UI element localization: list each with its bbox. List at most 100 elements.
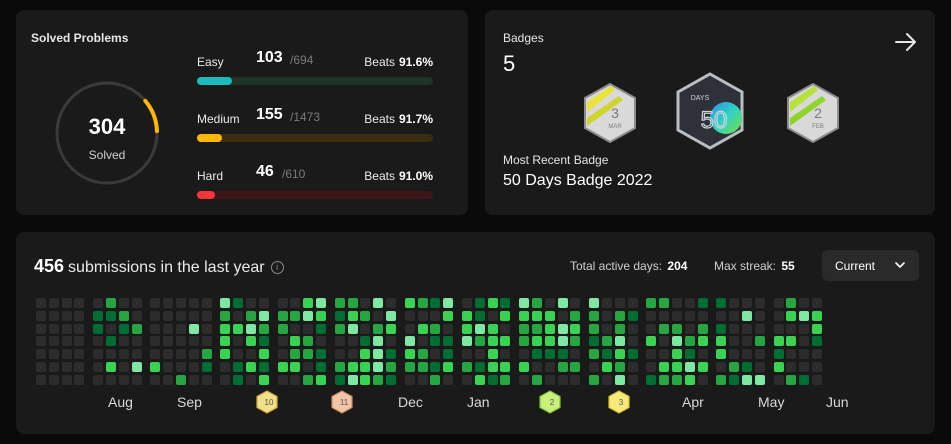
heatmap-day-cell[interactable] — [405, 374, 415, 385]
heatmap-day-cell[interactable] — [799, 323, 809, 334]
heatmap-day-cell[interactable] — [532, 298, 542, 308]
heatmap-day-cell[interactable] — [290, 323, 300, 334]
difficulty-row-easy[interactable]: Easy 103 /694 Beats 91.6% — [197, 48, 433, 88]
heatmap-day-cell[interactable] — [290, 349, 300, 360]
heatmap-day-cell[interactable] — [360, 310, 370, 321]
heatmap-day-cell[interactable] — [519, 349, 529, 360]
heatmap-day-cell[interactable] — [220, 336, 230, 347]
heatmap-day-cell[interactable] — [202, 336, 212, 347]
heatmap-day-cell[interactable] — [246, 323, 256, 334]
heatmap-day-cell[interactable] — [558, 362, 568, 372]
heatmap-day-cell[interactable] — [716, 374, 726, 385]
heatmap-day-cell[interactable] — [360, 298, 370, 308]
heatmap-day-cell[interactable] — [233, 298, 243, 308]
heatmap-day-cell[interactable] — [646, 349, 656, 360]
heatmap-day-cell[interactable] — [615, 336, 625, 347]
heatmap-day-cell[interactable] — [176, 298, 186, 308]
arrow-right-icon[interactable] — [893, 29, 919, 55]
heatmap-day-cell[interactable] — [373, 374, 383, 385]
heatmap-day-cell[interactable] — [685, 349, 695, 360]
heatmap-day-cell[interactable] — [558, 374, 568, 385]
heatmap-day-cell[interactable] — [220, 298, 230, 308]
heatmap-day-cell[interactable] — [278, 374, 288, 385]
heatmap-day-cell[interactable] — [74, 349, 84, 360]
heatmap-day-cell[interactable] — [462, 362, 472, 372]
heatmap-day-cell[interactable] — [373, 362, 383, 372]
heatmap-day-cell[interactable] — [462, 310, 472, 321]
heatmap-day-cell[interactable] — [786, 349, 796, 360]
heatmap-day-cell[interactable] — [62, 349, 72, 360]
heatmap-day-cell[interactable] — [335, 374, 345, 385]
heatmap-day-cell[interactable] — [774, 298, 784, 308]
heatmap-day-cell[interactable] — [360, 362, 370, 372]
heatmap-day-cell[interactable] — [119, 349, 129, 360]
heatmap-day-cell[interactable] — [475, 374, 485, 385]
heatmap-day-cell[interactable] — [646, 298, 656, 308]
heatmap-day-cell[interactable] — [716, 310, 726, 321]
heatmap-day-cell[interactable] — [106, 362, 116, 372]
heatmap-day-cell[interactable] — [685, 298, 695, 308]
heatmap-day-cell[interactable] — [742, 349, 752, 360]
heatmap-day-cell[interactable] — [106, 310, 116, 321]
heatmap-day-cell[interactable] — [106, 336, 116, 347]
monthly-badge-icon[interactable]: 11 — [331, 390, 353, 419]
heatmap-day-cell[interactable] — [259, 336, 269, 347]
heatmap-day-cell[interactable] — [659, 323, 669, 334]
heatmap-day-cell[interactable] — [500, 298, 510, 308]
heatmap-day-cell[interactable] — [303, 349, 313, 360]
heatmap-day-cell[interactable] — [532, 362, 542, 372]
heatmap-day-cell[interactable] — [602, 336, 612, 347]
heatmap-day-cell[interactable] — [246, 310, 256, 321]
heatmap-day-cell[interactable] — [220, 349, 230, 360]
heatmap-day-cell[interactable] — [278, 362, 288, 372]
heatmap-day-cell[interactable] — [799, 374, 809, 385]
heatmap-day-cell[interactable] — [672, 336, 682, 347]
monthly-badge-icon[interactable]: 10 — [256, 390, 278, 419]
heatmap-day-cell[interactable] — [220, 374, 230, 385]
heatmap-day-cell[interactable] — [316, 374, 326, 385]
heatmap-day-cell[interactable] — [106, 374, 116, 385]
heatmap-day-cell[interactable] — [150, 336, 160, 347]
heatmap-day-cell[interactable] — [259, 374, 269, 385]
heatmap-day-cell[interactable] — [163, 310, 173, 321]
heatmap-day-cell[interactable] — [430, 323, 440, 334]
heatmap-day-cell[interactable] — [786, 374, 796, 385]
heatmap-day-cell[interactable] — [475, 298, 485, 308]
heatmap-day-cell[interactable] — [405, 323, 415, 334]
heatmap-day-cell[interactable] — [335, 362, 345, 372]
heatmap-day-cell[interactable] — [360, 374, 370, 385]
heatmap-day-cell[interactable] — [488, 349, 498, 360]
heatmap-day-cell[interactable] — [570, 374, 580, 385]
heatmap-day-cell[interactable] — [303, 298, 313, 308]
heatmap-day-cell[interactable] — [698, 298, 708, 308]
heatmap-day-cell[interactable] — [500, 323, 510, 334]
heatmap-day-cell[interactable] — [799, 298, 809, 308]
heatmap-day-cell[interactable] — [259, 310, 269, 321]
heatmap-day-cell[interactable] — [475, 362, 485, 372]
heatmap-day-cell[interactable] — [558, 349, 568, 360]
heatmap-day-cell[interactable] — [163, 298, 173, 308]
heatmap-day-cell[interactable] — [202, 298, 212, 308]
heatmap-day-cell[interactable] — [93, 323, 103, 334]
heatmap-day-cell[interactable] — [62, 374, 72, 385]
heatmap-day-cell[interactable] — [685, 323, 695, 334]
heatmap-day-cell[interactable] — [545, 323, 555, 334]
heatmap-day-cell[interactable] — [602, 349, 612, 360]
heatmap-day-cell[interactable] — [500, 336, 510, 347]
heatmap-day-cell[interactable] — [74, 336, 84, 347]
heatmap-day-cell[interactable] — [698, 336, 708, 347]
heatmap-day-cell[interactable] — [570, 298, 580, 308]
heatmap-day-cell[interactable] — [303, 362, 313, 372]
heatmap-day-cell[interactable] — [233, 349, 243, 360]
heatmap-day-cell[interactable] — [189, 374, 199, 385]
heatmap-day-cell[interactable] — [360, 349, 370, 360]
heatmap-day-cell[interactable] — [202, 349, 212, 360]
heatmap-day-cell[interactable] — [646, 362, 656, 372]
heatmap-day-cell[interactable] — [176, 310, 186, 321]
heatmap-day-cell[interactable] — [430, 298, 440, 308]
heatmap-day-cell[interactable] — [532, 323, 542, 334]
heatmap-day-cell[interactable] — [132, 310, 142, 321]
heatmap-day-cell[interactable] — [812, 374, 822, 385]
heatmap-day-cell[interactable] — [729, 298, 739, 308]
heatmap-day-cell[interactable] — [774, 323, 784, 334]
